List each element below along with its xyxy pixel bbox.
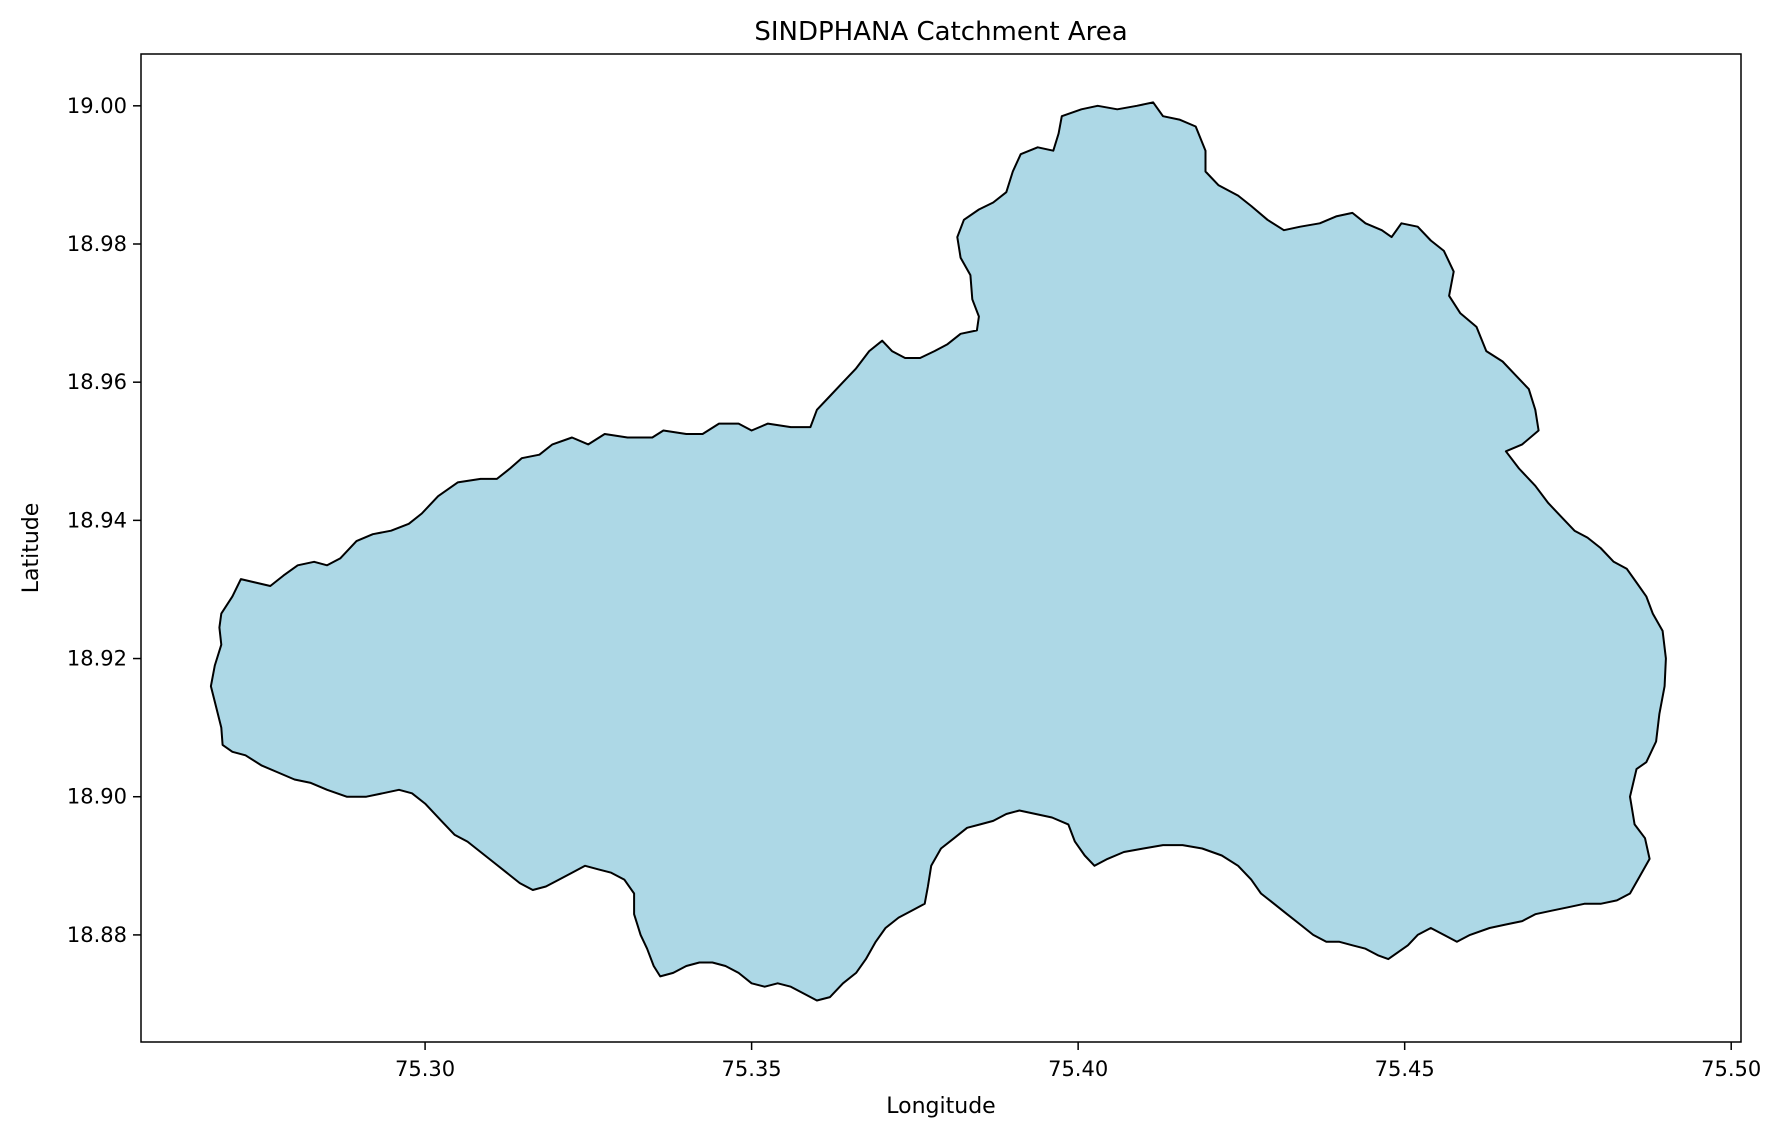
x-tick-label: 75.50 [1701, 1057, 1761, 1081]
y-tick-label: 18.92 [67, 647, 127, 671]
catchment-polygon [209, 101, 1667, 1002]
y-tick-label: 18.94 [67, 508, 127, 532]
y-axis-ticks: 18.88 18.90 18.92 18.94 18.96 18.98 19.00 [67, 94, 141, 947]
x-tick-label: 75.35 [722, 1057, 782, 1081]
x-axis-ticks: 75.30 75.35 75.40 75.45 75.50 [395, 1042, 1761, 1081]
y-tick-label: 18.88 [67, 923, 127, 947]
y-tick-label: 18.90 [67, 785, 127, 809]
x-tick-label: 75.30 [395, 1057, 455, 1081]
y-axis-label: Latitude [19, 503, 44, 594]
x-tick-label: 75.45 [1375, 1057, 1435, 1081]
catchment-polygon-layer [209, 101, 1667, 1002]
chart-title: SINDPHANA Catchment Area [754, 17, 1127, 47]
y-tick-label: 19.00 [67, 94, 127, 118]
axes-frame [140, 53, 1742, 1043]
x-tick-label: 75.40 [1048, 1057, 1108, 1081]
y-tick-label: 18.98 [67, 232, 127, 256]
y-tick-label: 18.96 [67, 370, 127, 394]
x-axis-label: Longitude [886, 1094, 995, 1119]
